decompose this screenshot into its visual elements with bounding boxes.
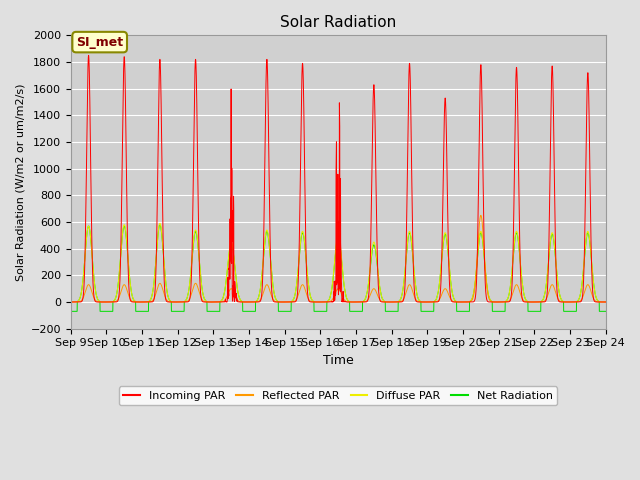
Y-axis label: Solar Radiation (W/m2 or um/m2/s): Solar Radiation (W/m2 or um/m2/s) bbox=[15, 83, 25, 281]
X-axis label: Time: Time bbox=[323, 354, 353, 367]
Legend: Incoming PAR, Reflected PAR, Diffuse PAR, Net Radiation: Incoming PAR, Reflected PAR, Diffuse PAR… bbox=[119, 386, 557, 405]
Title: Solar Radiation: Solar Radiation bbox=[280, 15, 396, 30]
Text: SI_met: SI_met bbox=[76, 36, 124, 48]
